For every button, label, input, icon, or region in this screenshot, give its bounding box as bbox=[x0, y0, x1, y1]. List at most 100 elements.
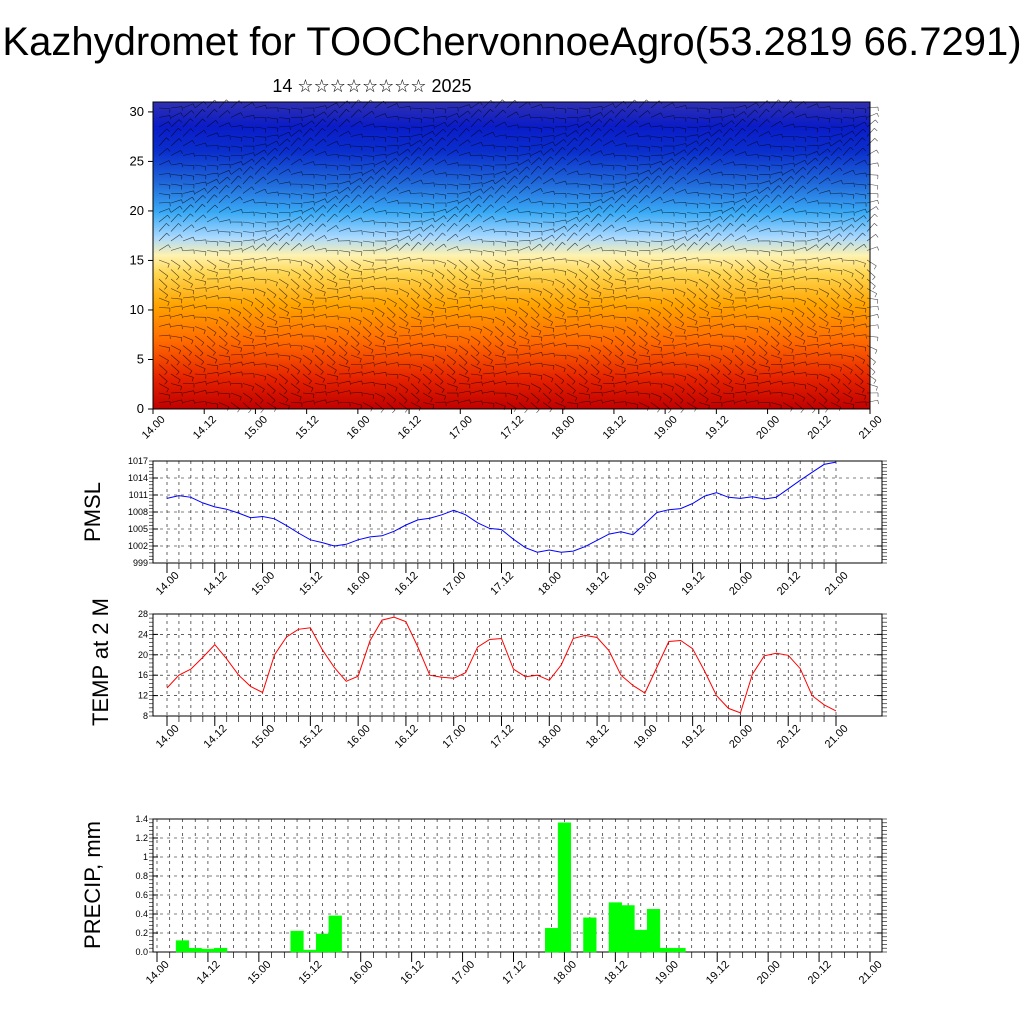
y-tick-label: 1017 bbox=[128, 456, 148, 466]
wind-barb-feather bbox=[825, 409, 827, 412]
wind-barb-feather bbox=[875, 350, 877, 354]
x-tick-label: 15.12 bbox=[297, 570, 325, 598]
wind-barb-feather bbox=[261, 410, 264, 413]
precip-bar bbox=[622, 906, 635, 953]
wind-barb-feather bbox=[877, 247, 878, 251]
x-tick-label: 18.00 bbox=[536, 723, 564, 751]
precip-bar bbox=[558, 823, 571, 952]
x-tick-label: 16.00 bbox=[345, 723, 373, 751]
wind-barb-feather bbox=[875, 120, 878, 123]
wind-barb-feather bbox=[877, 113, 879, 117]
pmsl-ylabel: PMSL bbox=[80, 482, 105, 542]
wind-barb-feather bbox=[874, 128, 877, 131]
precip-bar bbox=[202, 949, 215, 952]
y-tick-label: 1005 bbox=[128, 524, 148, 534]
x-tick-label: 19.00 bbox=[632, 723, 660, 751]
x-tick-label: 14.00 bbox=[144, 959, 172, 987]
x-tick-label: 20.00 bbox=[754, 414, 782, 442]
y-tick-label: 1.2 bbox=[135, 833, 148, 843]
x-tick-label: 17.00 bbox=[449, 959, 477, 987]
x-tick-label: 15.12 bbox=[293, 414, 321, 442]
x-tick-label: 17.00 bbox=[440, 570, 468, 598]
y-tick-label: 25 bbox=[130, 153, 144, 168]
x-tick-label: 15.00 bbox=[249, 723, 277, 751]
precip-bar bbox=[189, 948, 202, 952]
y-tick-label: 15 bbox=[130, 252, 144, 267]
x-tick-label: 21.00 bbox=[857, 959, 885, 987]
y-tick-label: 1014 bbox=[128, 473, 148, 483]
wind-barb-feather bbox=[875, 294, 877, 298]
y-tick-label: 1.4 bbox=[135, 814, 148, 824]
x-tick-label: 20.12 bbox=[806, 959, 834, 987]
y-tick-label: 8 bbox=[143, 711, 148, 721]
precip-bar bbox=[176, 941, 189, 952]
y-tick-label: 30 bbox=[130, 104, 144, 119]
wind-barb-feather bbox=[872, 277, 875, 280]
wind-barb-feather bbox=[812, 410, 815, 413]
precip-bar bbox=[316, 934, 329, 952]
x-tick-label: 17.12 bbox=[498, 414, 526, 442]
wind-barb-feather bbox=[874, 380, 876, 383]
y-tick-label: 12 bbox=[138, 691, 148, 701]
x-tick-label: 19.00 bbox=[632, 570, 660, 598]
x-tick-label: 21.00 bbox=[823, 723, 851, 751]
precip-bar bbox=[660, 948, 673, 952]
x-tick-label: 17.12 bbox=[488, 723, 516, 751]
x-tick-label: 21.00 bbox=[823, 570, 851, 598]
y-tick-label: 28 bbox=[138, 609, 148, 619]
wind-barb-feather bbox=[876, 387, 877, 391]
x-tick-label: 17.12 bbox=[500, 959, 528, 987]
wind-barb-feather bbox=[878, 325, 879, 329]
y-tick-label: 1002 bbox=[128, 541, 148, 551]
y-tick-label: 10 bbox=[130, 302, 144, 317]
x-tick-label: 20.00 bbox=[755, 959, 783, 987]
x-tick-label: 19.12 bbox=[703, 414, 731, 442]
x-tick-label: 15.00 bbox=[242, 414, 270, 442]
temp-ylabel: TEMP at 2 M bbox=[88, 598, 113, 726]
wind-barb-feather bbox=[392, 410, 395, 413]
x-tick-label: 20.00 bbox=[727, 570, 755, 598]
y-tick-label: 1 bbox=[143, 852, 148, 862]
x-tick-label: 14.12 bbox=[202, 570, 230, 598]
x-tick-label: 14.12 bbox=[191, 414, 219, 442]
x-tick-label: 17.12 bbox=[488, 570, 516, 598]
x-tick-label: 14.00 bbox=[154, 570, 182, 598]
x-tick-label: 19.12 bbox=[679, 570, 707, 598]
x-tick-label: 15.12 bbox=[297, 723, 325, 751]
wind-barb-feather bbox=[873, 286, 876, 289]
chart-title: Kazhydromet for TOOChervonnoeAgro(53.281… bbox=[2, 20, 1021, 64]
y-tick-label: 5 bbox=[137, 351, 144, 366]
wind-barb-feather bbox=[874, 223, 877, 226]
x-tick-label: 19.00 bbox=[653, 959, 681, 987]
x-tick-label: 20.12 bbox=[775, 723, 803, 751]
x-tick-label: 14.12 bbox=[195, 959, 223, 987]
wind-barb-feather bbox=[536, 410, 539, 413]
x-tick-label: 17.00 bbox=[447, 414, 475, 442]
y-tick-label: 1008 bbox=[128, 507, 148, 517]
x-tick-label: 16.00 bbox=[345, 414, 373, 442]
wind-barb-feather bbox=[873, 362, 876, 365]
wind-barb-feather bbox=[668, 410, 671, 413]
y-tick-label: 20 bbox=[138, 650, 148, 660]
wind-barb-feather bbox=[874, 266, 876, 269]
heatmap-field bbox=[153, 102, 870, 409]
wind-barb-feather bbox=[876, 234, 878, 237]
precip-bar bbox=[303, 950, 316, 952]
x-tick-label: 18.12 bbox=[584, 570, 612, 598]
x-tick-label: 20.12 bbox=[806, 414, 834, 442]
x-tick-label: 20.00 bbox=[727, 723, 755, 751]
x-tick-label: 16.00 bbox=[347, 959, 375, 987]
wind-barb-feather bbox=[681, 410, 684, 413]
wind-barb-feather bbox=[875, 214, 878, 217]
y-tick-label: 0.4 bbox=[135, 909, 148, 919]
wind-barb-feather bbox=[877, 300, 878, 304]
wind-barb-feather bbox=[878, 200, 879, 204]
x-tick-label: 18.00 bbox=[551, 959, 579, 987]
x-tick-label: 16.12 bbox=[393, 570, 421, 598]
wind-barb-feather bbox=[878, 163, 879, 167]
y-tick-label: 20 bbox=[130, 203, 144, 218]
